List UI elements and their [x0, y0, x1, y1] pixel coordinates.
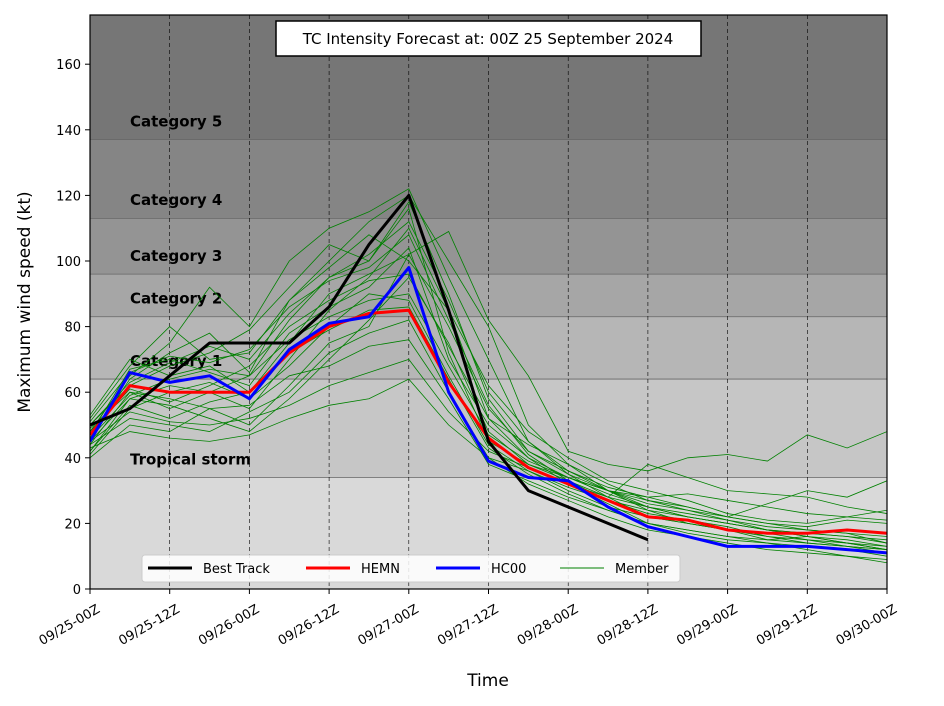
x-tick-label: 09/25-12Z — [116, 602, 182, 649]
y-axis-ticks: 0 20 40 60 80 100 120 140 160 — [56, 58, 90, 598]
y-tick-label: 20 — [64, 517, 81, 532]
best-track-line — [90, 193, 649, 542]
legend: Best Track HEMN HC00 Member — [141, 554, 681, 583]
x-axis-ticks: 09/25-00Z 09/25-12Z 09/26-00Z 09/26-12Z 09/2… — [37, 589, 900, 649]
x-tick-label: 09/29-00Z — [674, 602, 740, 649]
y-tick-label: 60 — [64, 386, 81, 401]
x-tick-label: 09/28-12Z — [595, 602, 661, 649]
chart-title: TC Intensity Forecast at: 00Z 25 Septemb… — [302, 30, 674, 48]
band-label: Category 2 — [130, 290, 222, 308]
x-tick-label: 09/30-00Z — [834, 602, 900, 649]
y-tick-label: 40 — [64, 452, 81, 467]
member-line — [90, 293, 887, 544]
x-tick-label: 09/26-12Z — [276, 602, 342, 649]
legend-label: Best Track — [203, 562, 270, 577]
y-tick-label: 160 — [56, 58, 81, 73]
legend-label: HEMN — [361, 562, 400, 577]
member-line — [90, 234, 887, 524]
band-label: Tropical storm — [130, 450, 251, 468]
x-tick-label: 09/27-12Z — [435, 602, 501, 649]
y-tick-label: 120 — [56, 189, 81, 204]
band-label: Category 5 — [130, 113, 222, 131]
y-tick-label: 140 — [56, 124, 81, 139]
member-line — [90, 273, 887, 547]
vertical-grid — [169, 15, 808, 589]
x-axis-title: Time — [466, 671, 509, 691]
member-line — [90, 253, 887, 518]
member-line — [90, 247, 887, 528]
x-tick-label: 09/25-00Z — [37, 602, 103, 649]
y-tick-label: 100 — [56, 255, 81, 270]
band-label: Category 1 — [130, 352, 222, 370]
forecast-lines — [90, 193, 887, 555]
member-line — [90, 230, 887, 472]
member-line — [90, 293, 887, 554]
member-line — [90, 358, 887, 551]
x-tick-label: 09/28-00Z — [515, 602, 581, 649]
member-line — [90, 221, 887, 521]
chart-title-box: TC Intensity Forecast at: 00Z 25 Septemb… — [275, 20, 702, 57]
member-line — [90, 339, 887, 564]
band-label: Category 4 — [130, 191, 222, 209]
y-tick-label: 0 — [73, 583, 81, 598]
legend-label: HC00 — [491, 562, 526, 577]
x-tick-label: 09/27-00Z — [355, 602, 421, 649]
x-tick-label: 09/26-00Z — [196, 602, 262, 649]
ensemble-members — [90, 188, 887, 564]
hc00-line — [90, 266, 887, 555]
x-tick-label: 09/29-12Z — [754, 602, 820, 649]
y-axis-title: Maximum wind speed (kt) — [15, 191, 35, 412]
band-label: Category 3 — [130, 247, 222, 265]
y-tick-label: 80 — [64, 321, 81, 336]
legend-label: Member — [615, 562, 669, 577]
member-line — [90, 188, 887, 551]
member-line — [90, 306, 887, 557]
